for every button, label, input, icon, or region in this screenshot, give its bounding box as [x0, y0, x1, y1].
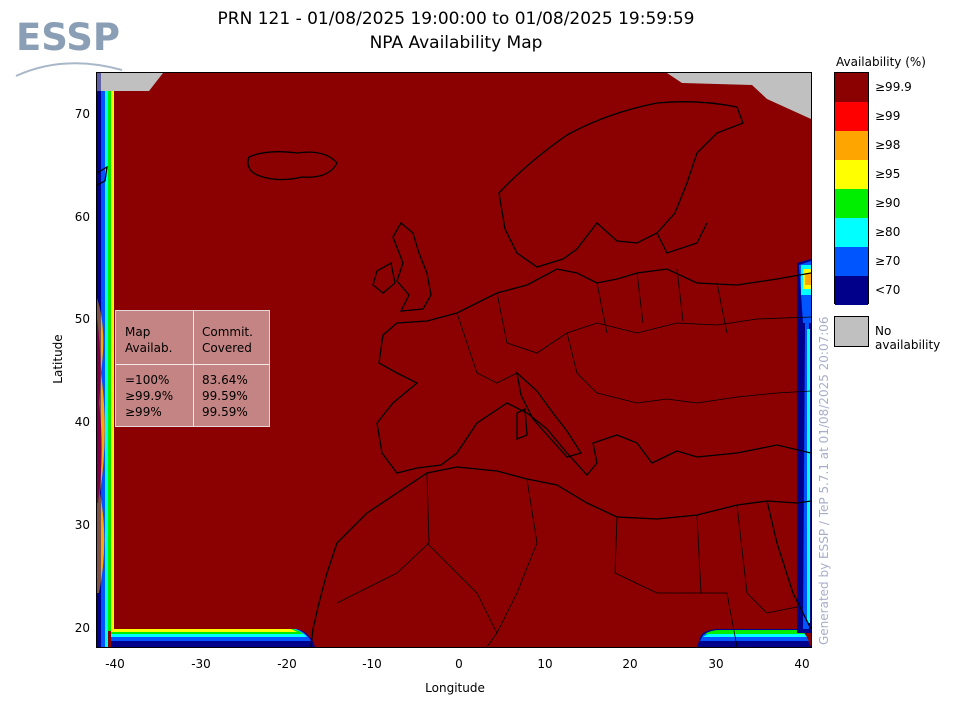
legend-label: ≥99: [875, 109, 901, 123]
x-tick-label: 30: [708, 657, 724, 671]
x-tick-label: -30: [191, 657, 211, 671]
legend-label: <70: [875, 283, 901, 297]
legend-title: Availability (%): [836, 55, 926, 69]
stats-values: 83.64% 99.59% 99.59%: [202, 373, 248, 419]
bottom-right-bands: [697, 629, 811, 647]
y-axis-label: Latitude: [51, 334, 65, 384]
logo-text: ESSP: [16, 16, 120, 59]
stats-header-commit: Commit. Covered: [202, 325, 253, 355]
y-tick-label: 60: [74, 210, 90, 224]
legend-swatch: [835, 73, 868, 102]
x-tick-label: 0: [455, 657, 463, 671]
legend-label: ≥99.9: [875, 80, 912, 94]
x-tick-label: 10: [537, 657, 553, 671]
generated-by-credit: Generated by ESSP / TeP 5.7.1 at 01/08/2…: [817, 316, 831, 645]
legend-label: ≥70: [875, 254, 901, 268]
x-tick-label: 20: [622, 657, 638, 671]
bottom-left-bands: [111, 629, 315, 647]
legend-label: ≥98: [875, 138, 901, 152]
y-tick-label: 30: [74, 518, 90, 532]
country-borders: [336, 268, 811, 647]
legend-swatch: [835, 189, 868, 218]
legend-color-bar: [834, 72, 869, 305]
legend-swatch: [835, 160, 868, 189]
stats-labels: =100% ≥99.9% ≥99%: [125, 373, 174, 419]
essp-logo: ESSP: [15, 16, 123, 77]
x-tick-label: -10: [362, 657, 382, 671]
no-availability-swatch: [834, 316, 869, 347]
right-edge-bands: [797, 259, 811, 633]
no-availability-label: No availability: [875, 324, 941, 352]
x-tick-label: 40: [794, 657, 810, 671]
x-tick-label: -20: [277, 657, 297, 671]
legend-swatch: [835, 247, 868, 276]
availability-stats-table: Map Availab. Commit. Covered =100% ≥99.9…: [115, 310, 270, 427]
x-axis-label: Longitude: [425, 681, 485, 695]
map-title: PRN 121 - 01/08/2025 19:00:00 to 01/08/2…: [217, 9, 695, 29]
y-tick-label: 40: [74, 415, 90, 429]
map-subtitle: NPA Availability Map: [369, 33, 543, 53]
legend-label: ≥80: [875, 225, 901, 239]
y-tick-label: 20: [74, 621, 90, 635]
y-tick-label: 70: [74, 107, 90, 121]
stats-header-map: Map Availab.: [125, 325, 173, 355]
x-tick-label: -40: [105, 657, 125, 671]
legend-label: ≥90: [875, 196, 901, 210]
legend-label: ≥95: [875, 167, 901, 181]
legend-swatch: [835, 276, 868, 305]
legend-swatch: [835, 218, 868, 247]
y-tick-label: 50: [74, 312, 90, 326]
legend-swatch: [835, 131, 868, 160]
legend-swatch: [835, 102, 868, 131]
left-edge-bands: [97, 73, 114, 647]
